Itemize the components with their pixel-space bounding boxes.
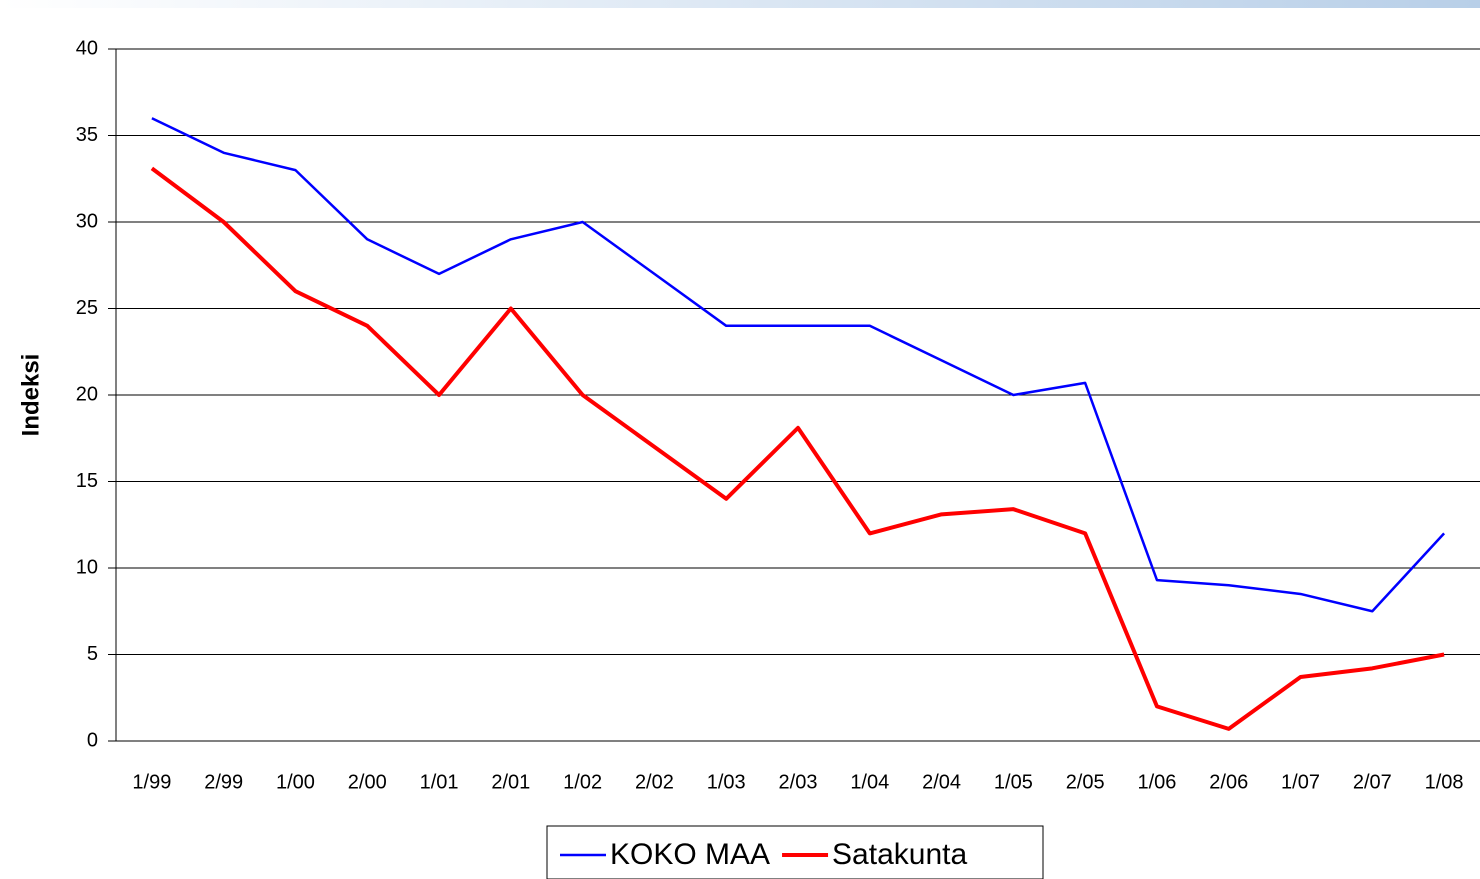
x-tick-label: 2/06 [1209, 771, 1248, 793]
x-tick-label: 1/01 [420, 771, 459, 793]
x-tick-label: 2/01 [491, 771, 530, 793]
x-tick-label: 2/07 [1353, 771, 1392, 793]
y-tick-label: 15 [76, 470, 98, 492]
x-tick-label: 1/05 [994, 771, 1033, 793]
y-tick-label: 5 [87, 643, 98, 665]
x-tick-label: 2/99 [204, 771, 243, 793]
y-tick-label: 30 [76, 210, 98, 232]
x-tick-label: 1/02 [563, 771, 602, 793]
header-band [0, 0, 1480, 8]
series-line [151, 117, 1446, 613]
y-tick-label: 35 [76, 124, 98, 146]
y-tick-label: 40 [76, 37, 98, 59]
legend-box [546, 825, 1044, 879]
x-tick-label: 1/06 [1137, 771, 1176, 793]
x-tick-label: 1/99 [132, 771, 171, 793]
x-tick-label: 2/03 [779, 771, 818, 793]
legend-label: KOKO MAA [610, 838, 770, 871]
x-tick-label: 1/04 [850, 771, 889, 793]
x-tick-label: 2/00 [348, 771, 387, 793]
x-tick-label: 1/07 [1281, 771, 1320, 793]
y-tick-label: 10 [76, 556, 98, 578]
y-axis-label: Indeksi [17, 354, 44, 437]
y-tick-label: 0 [87, 729, 98, 751]
x-tick-label: 1/08 [1425, 771, 1464, 793]
x-tick-label: 1/00 [276, 771, 315, 793]
y-tick-label: 25 [76, 297, 98, 319]
x-tick-label: 2/05 [1066, 771, 1105, 793]
x-tick-label: 2/02 [635, 771, 674, 793]
x-tick-label: 1/03 [707, 771, 746, 793]
y-tick-label: 20 [76, 383, 98, 405]
legend-label: Satakunta [832, 838, 967, 871]
x-tick-label: 2/04 [922, 771, 961, 793]
series-line [150, 166, 1445, 731]
